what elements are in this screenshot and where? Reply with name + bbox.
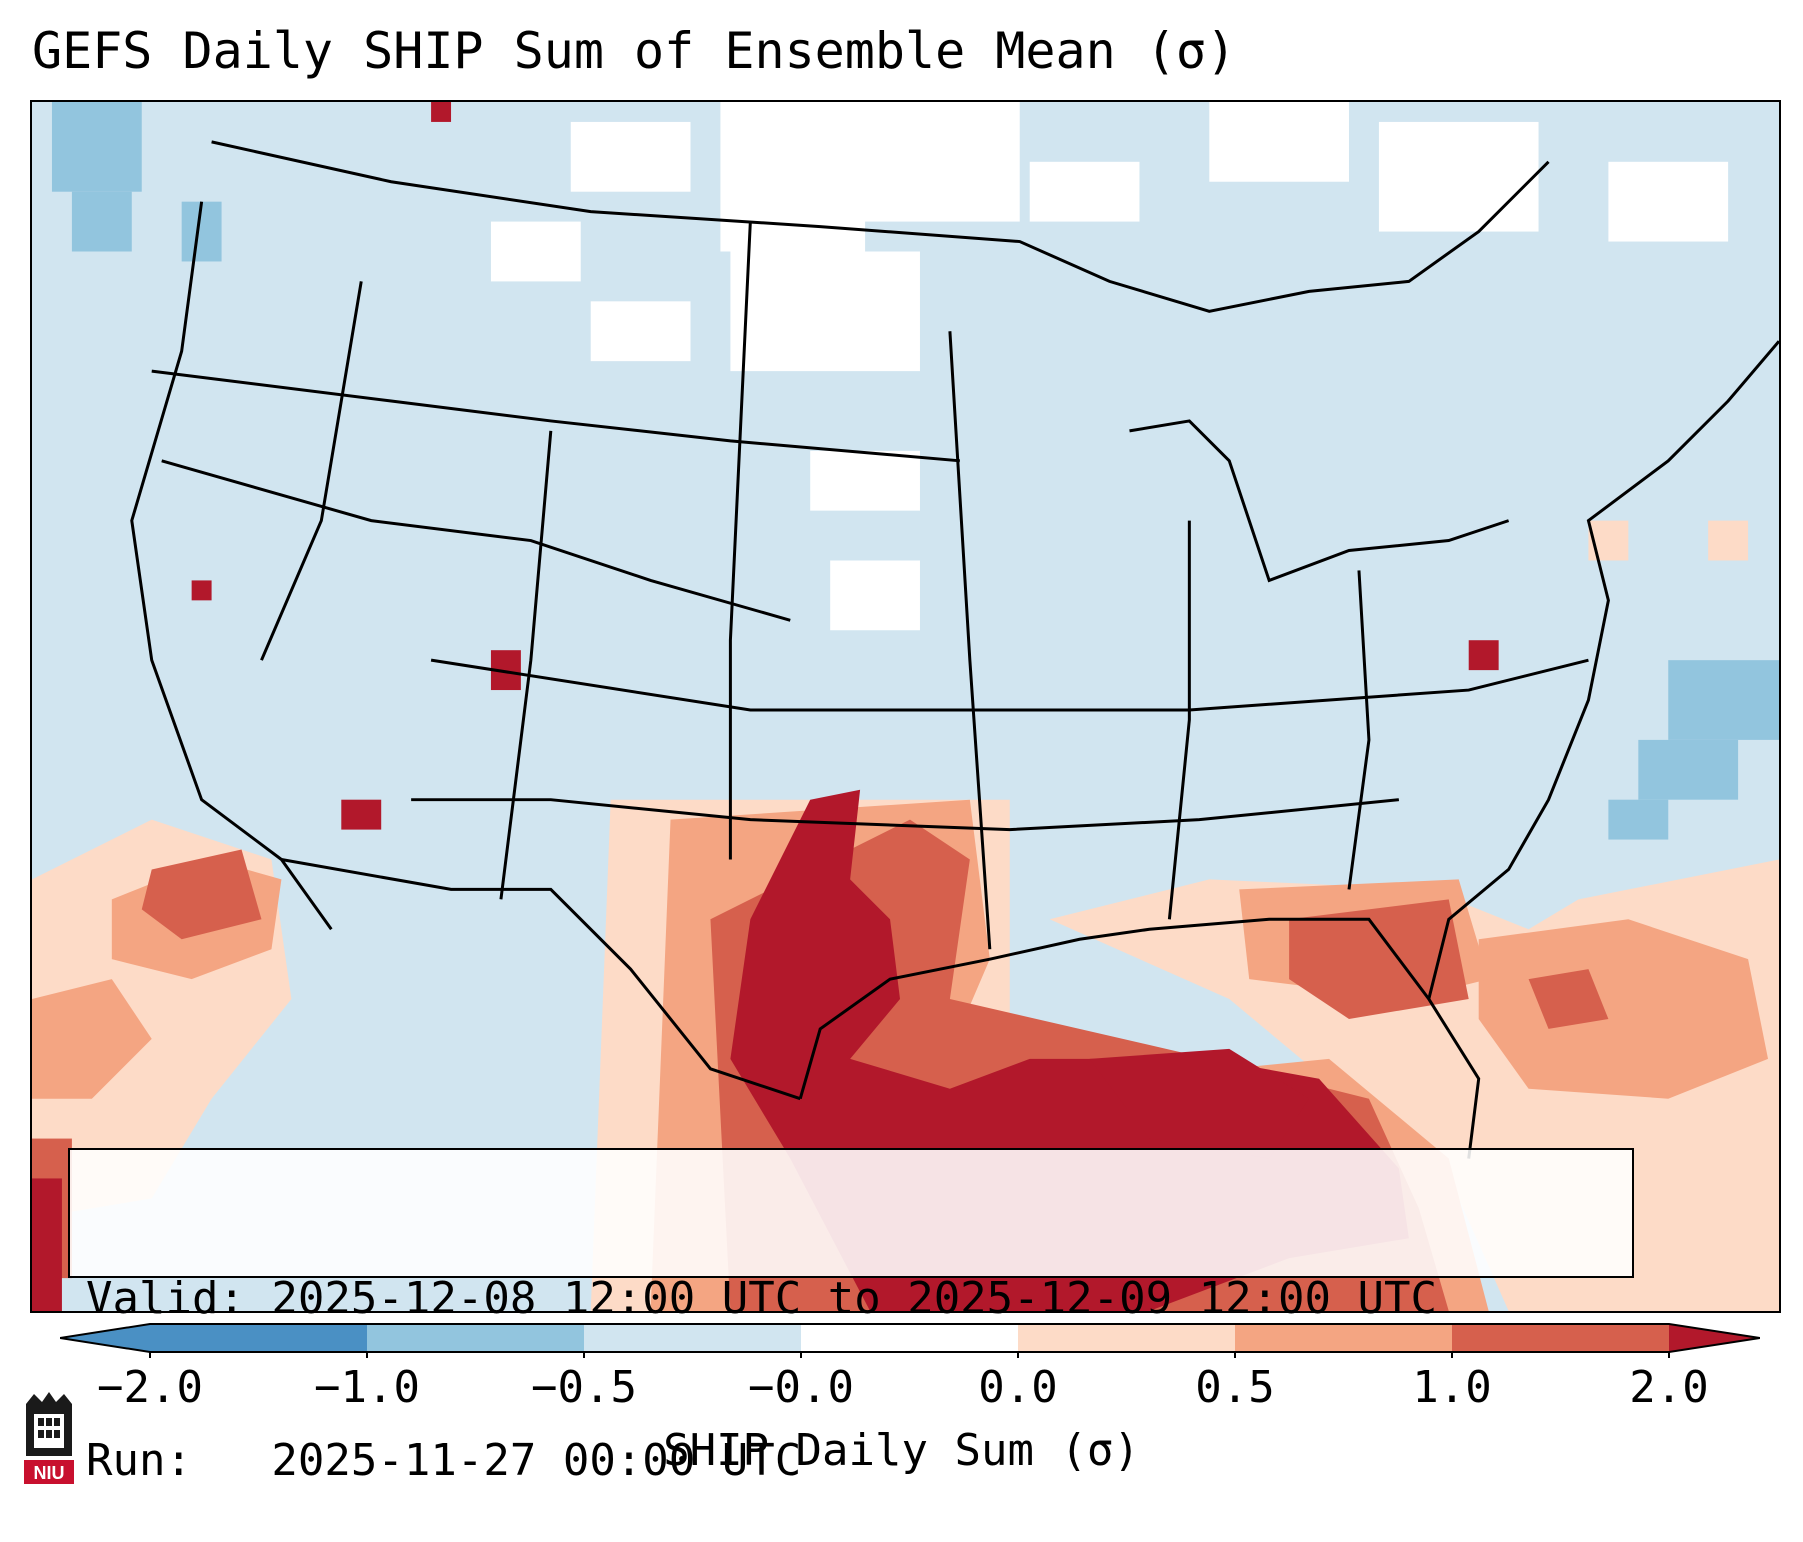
meridian-2 (499, 430, 553, 900)
colorbar-segment-1 (150, 1324, 367, 1352)
colorbar-tick-label: −1.0 (314, 1362, 420, 1413)
colorbar-left-extend (60, 1324, 150, 1352)
canada-us-border (211, 140, 1550, 313)
meridian-4 (948, 331, 992, 950)
meridian-3 (728, 221, 752, 860)
colorbar-segment-4 (801, 1324, 1018, 1352)
east-coast (1427, 340, 1779, 1000)
colorbar-ticks (149, 1352, 1670, 1358)
map-panel (30, 100, 1781, 1313)
colorbar-segment-5 (1018, 1324, 1235, 1352)
colorbar (60, 1323, 1760, 1358)
colorbar-label: SHIP Daily Sum (σ) (663, 1425, 1140, 1476)
gulf-coast (798, 917, 1481, 1159)
niu-logo-text: NIU (34, 1463, 65, 1483)
state-line-mid (430, 658, 1589, 712)
meridian-1 (260, 281, 363, 661)
colorbar-tick-label: 0.5 (1195, 1362, 1275, 1413)
colorbar-segment-2 (367, 1324, 584, 1352)
run-time-text: Run: 2025-11-27 00:00 UTC (86, 1435, 802, 1486)
neutral-regions (490, 102, 1729, 631)
boundaries (130, 140, 1779, 1159)
colorbar-tick-label: 1.0 (1412, 1362, 1492, 1413)
colorbar-segment-6 (1235, 1324, 1452, 1352)
colorbar-tick-label: 0.0 (978, 1362, 1058, 1413)
meridian-6 (1347, 570, 1371, 890)
valid-time-text: Valid: 2025-12-08 12:00 UTC to 2025-12-0… (86, 1273, 1438, 1324)
colorbar-tick-label: 2.0 (1629, 1362, 1709, 1413)
state-line-north (151, 369, 961, 463)
meridian-5 (1167, 520, 1191, 920)
colorbar-segment-3 (584, 1324, 801, 1352)
niu-logo-icon: NIU (24, 1392, 74, 1484)
colorbar-segment-7 (1452, 1324, 1669, 1352)
mexico-us-border (281, 858, 801, 1101)
colorbar-right-extend (1669, 1324, 1760, 1352)
negative-regions (51, 102, 1779, 1311)
ship-anomaly-map (32, 102, 1779, 1311)
validity-info-box: Valid: 2025-12-08 12:00 UTC to 2025-12-0… (68, 1148, 1634, 1486)
map-title: GEFS Daily SHIP Sum of Ensemble Mean (σ) (32, 22, 1237, 80)
great-lakes (1129, 419, 1510, 583)
colorbar-tick-label: −0.0 (748, 1362, 854, 1413)
state-line-central (411, 798, 1400, 832)
state-line-west (161, 459, 791, 622)
colorbar-tick-label: −2.0 (97, 1362, 203, 1413)
colorbar-tick-label: −0.5 (531, 1362, 637, 1413)
